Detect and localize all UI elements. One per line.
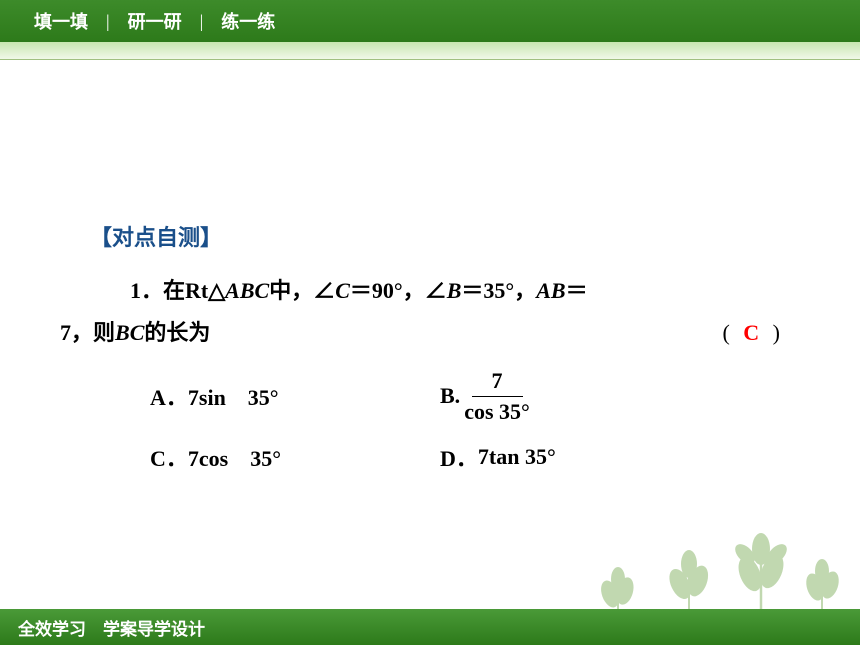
- q-prefix: 在Rt△: [163, 278, 225, 303]
- answer-parentheses: ( C ): [722, 312, 780, 354]
- content-area: 【对点自测】 1．在Rt△ABC中，∠C＝90°，∠B＝35°，AB＝ 7，则B…: [0, 60, 860, 473]
- var-bc: BC: [115, 320, 144, 345]
- option-b-label: B.: [440, 383, 460, 409]
- tab-study[interactable]: 研一研: [110, 8, 200, 34]
- option-b: B. 7 cos 35°: [440, 368, 730, 425]
- footer-bar: 全效学习 学案导学设计: [0, 609, 860, 645]
- options-block: A． 7sin 35° B. 7 cos 35° C． 7cos 35° D． …: [150, 368, 800, 473]
- q-eq1: ＝90°，∠: [350, 278, 447, 303]
- q-eq3: ＝: [566, 278, 588, 303]
- frac-denominator: cos 35°: [464, 397, 530, 425]
- q-line2-suffix: 的长为: [144, 320, 210, 345]
- option-d-text: 7tan 35°: [478, 444, 556, 470]
- q-eq2: ＝35°，: [461, 278, 536, 303]
- q-mid1: 中，∠: [269, 278, 335, 303]
- option-a-label: A．: [150, 380, 188, 412]
- var-abc: ABC: [225, 278, 269, 303]
- option-b-fraction: 7 cos 35°: [464, 368, 530, 425]
- question-line2: 7，则BC的长为 ( C ): [60, 312, 800, 354]
- answer-letter: C: [735, 320, 767, 345]
- var-b: B: [447, 278, 462, 303]
- paren-open: (: [722, 320, 729, 345]
- paren-close: ): [773, 320, 780, 345]
- q-line2-prefix: 7，则: [60, 320, 115, 345]
- footer-text: 全效学习 学案导学设计: [18, 615, 205, 640]
- option-d-label: D．: [440, 441, 478, 473]
- option-a-text: 7sin 35°: [188, 380, 279, 412]
- option-a: A． 7sin 35°: [150, 368, 440, 425]
- tab-fill[interactable]: 填一填: [16, 8, 106, 34]
- tab-underline: [0, 42, 860, 60]
- var-c: C: [335, 278, 350, 303]
- option-c-label: C．: [150, 441, 188, 473]
- section-title: 【对点自测】: [90, 220, 800, 252]
- option-c: C． 7cos 35°: [150, 441, 440, 473]
- option-row-1: A． 7sin 35° B. 7 cos 35°: [150, 368, 800, 425]
- tab-bar: 填一填 | 研一研 | 练一练: [0, 0, 860, 42]
- question-number: 1．: [130, 278, 163, 303]
- option-d: D． 7tan 35°: [440, 441, 730, 473]
- option-row-2: C． 7cos 35° D． 7tan 35°: [150, 441, 800, 473]
- frac-numerator: 7: [472, 368, 523, 397]
- question-line1: 1．在Rt△ABC中，∠C＝90°，∠B＝35°，AB＝: [130, 270, 800, 312]
- var-ab: AB: [536, 278, 565, 303]
- plant-decoration-icon: [550, 499, 850, 609]
- option-c-text: 7cos 35°: [188, 441, 281, 473]
- tab-practice[interactable]: 练一练: [203, 8, 293, 34]
